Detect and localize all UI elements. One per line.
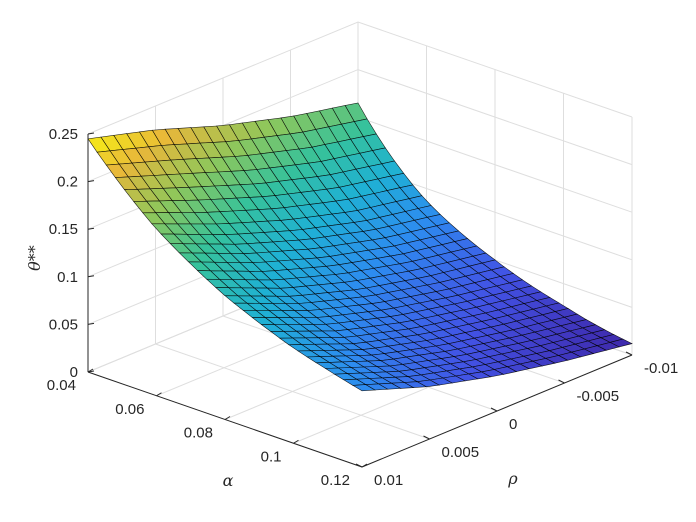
x-tick: [156, 392, 162, 397]
x-tick: [293, 439, 299, 444]
z-tick-label: 0.15: [49, 221, 78, 238]
z-tick-label: 0: [70, 364, 78, 381]
x-tick-label: 0.12: [321, 472, 350, 489]
tick-label-layer: 0 0.05 0.1 0.15 0.2 0.25 0.04 0.06 0.08 0.1 0.12 0.…: [47, 126, 678, 489]
y-tick: [423, 435, 430, 440]
surface-layer: [87, 102, 633, 392]
z-tick: [87, 132, 95, 135]
z-tick: [87, 275, 95, 278]
z-tick-label: 0.1: [57, 269, 78, 286]
x-tick-label: 0.1: [261, 448, 282, 465]
y-tick-label: -0.01: [644, 360, 678, 377]
z-axis-label: θ**: [25, 245, 44, 271]
z-tick: [87, 180, 95, 183]
surface-cell: [351, 384, 376, 392]
z-tick-label: 0.05: [49, 316, 78, 333]
y-axis-label: ρ: [507, 469, 518, 488]
x-axis-label: α: [223, 471, 234, 490]
y-tick-label: -0.005: [577, 388, 620, 405]
y-tick: [355, 463, 363, 468]
x-tick: [87, 368, 94, 373]
x-tick: [361, 463, 368, 468]
axes-layer: [87, 132, 633, 468]
y-tick: [490, 407, 498, 412]
x-tick-label: 0.06: [115, 401, 144, 418]
y-tick-label: 0: [509, 416, 517, 433]
z-tick: [87, 227, 95, 230]
z-tick-label: 0.2: [57, 174, 78, 191]
z-tick: [87, 322, 95, 325]
y-tick-label: 0.005: [442, 444, 480, 461]
z-tick-label: 0.25: [49, 126, 78, 143]
y-tick-label: 0.01: [374, 472, 403, 489]
x-tick-label: 0.08: [184, 425, 213, 442]
x-tick-label: 0.04: [47, 377, 76, 394]
y-tick: [558, 379, 565, 384]
y-tick: [625, 351, 633, 356]
x-tick: [224, 416, 231, 420]
